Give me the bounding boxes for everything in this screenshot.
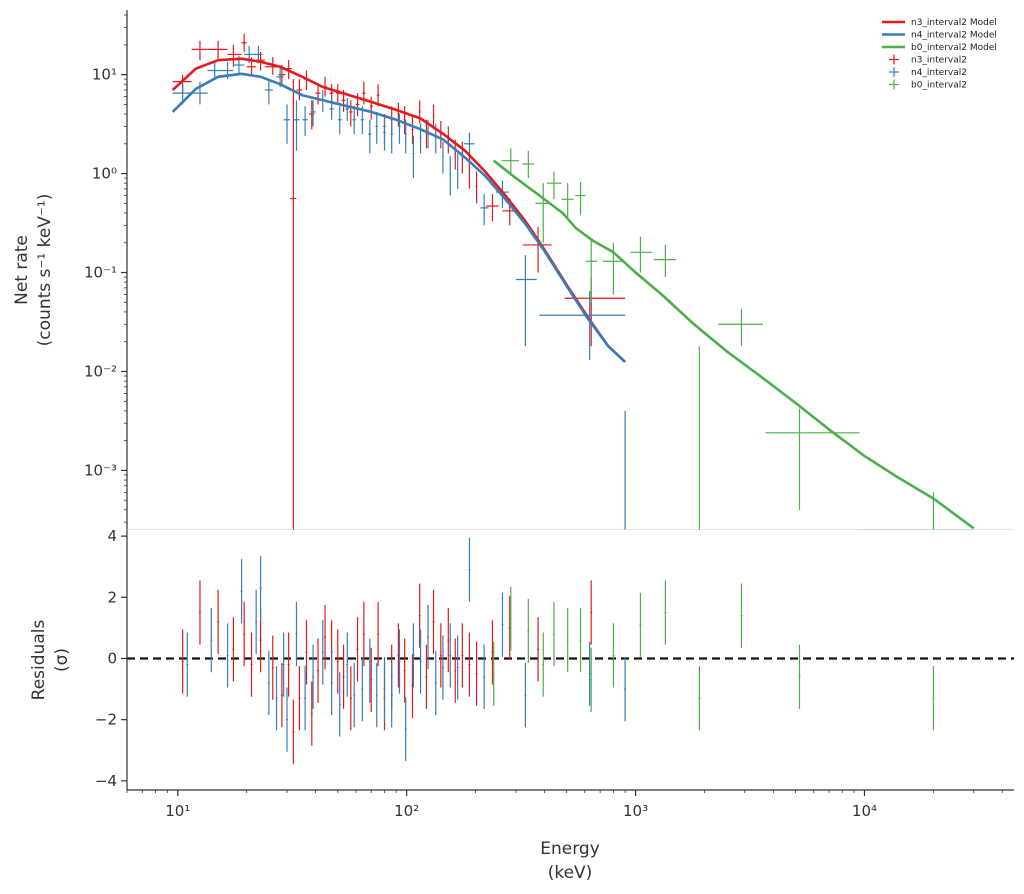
legend-entry: n4_interval2 Model xyxy=(911,31,997,41)
spectrum-y-tick-label: 10¹ xyxy=(92,66,117,84)
spectrum-y-ticks: 10⁻³ 10⁻² 10⁻¹ 10⁰ 10¹ xyxy=(84,14,127,523)
x-tick-label: 10² xyxy=(394,802,419,820)
legend-entry: n3_interval2 Model xyxy=(911,18,997,28)
residuals-panel: −4 −2 0 2 4 10¹ 10² 10³ 10⁴ Residuals (σ) Energ… xyxy=(29,527,1014,883)
residuals-plot-area xyxy=(127,530,1014,790)
spectrum-model-line xyxy=(492,159,975,530)
residuals-y-tick-label: 4 xyxy=(107,527,117,545)
residuals-y-tick-label: 0 xyxy=(107,649,117,667)
spectrum-y-tick-label: 10⁻¹ xyxy=(84,264,117,282)
residuals-y-tick-label: −2 xyxy=(95,711,117,729)
spectrum-y-axis-label-line2: (counts s⁻¹ keV⁻¹) xyxy=(35,194,55,347)
spectrum-y-tick-label: 10⁻² xyxy=(84,362,117,380)
x-tick-label: 10¹ xyxy=(165,802,190,820)
residuals-series xyxy=(127,537,1014,764)
spectrum-series xyxy=(171,33,975,531)
x-axis-label-line1: Energy xyxy=(540,839,600,859)
spectrum-y-tick-label: 10⁻³ xyxy=(84,461,117,479)
x-axis-label-line2: (keV) xyxy=(548,863,593,883)
residuals-y-tick-label: 2 xyxy=(107,588,117,606)
spectrum-y-tick-label: 10⁰ xyxy=(92,165,117,183)
energy-x-ticks: 10¹ 10² 10³ 10⁴ xyxy=(126,790,1003,820)
spectrum-model-line xyxy=(171,72,626,363)
legend-entry: b0_interval2 xyxy=(911,81,967,91)
legend-entry: n3_interval2 xyxy=(911,56,967,66)
legend: n3_interval2 Model n4_interval2 Model b0_i… xyxy=(876,14,1008,108)
spectrum-panel: 10⁻³ 10⁻² 10⁻¹ 10⁰ 10¹ Net rate (counts s⁻¹ … xyxy=(12,10,1014,531)
residuals-y-tick-label: −4 xyxy=(95,772,117,790)
legend-entry: b0_interval2 Model xyxy=(911,43,997,53)
spectrum-plot-area xyxy=(127,10,1014,530)
legend-entry: n4_interval2 xyxy=(911,68,967,78)
x-tick-label: 10⁴ xyxy=(852,802,877,820)
x-tick-label: 10³ xyxy=(623,802,648,820)
residuals-y-ticks: −4 −2 0 2 4 xyxy=(95,527,127,790)
residuals-y-axis-label-line1: Residuals xyxy=(29,620,49,701)
residuals-y-axis-label-line2: (σ) xyxy=(52,648,72,672)
spectrum-y-axis-label-line1: Net rate xyxy=(12,235,32,305)
legend-box xyxy=(876,14,1008,108)
